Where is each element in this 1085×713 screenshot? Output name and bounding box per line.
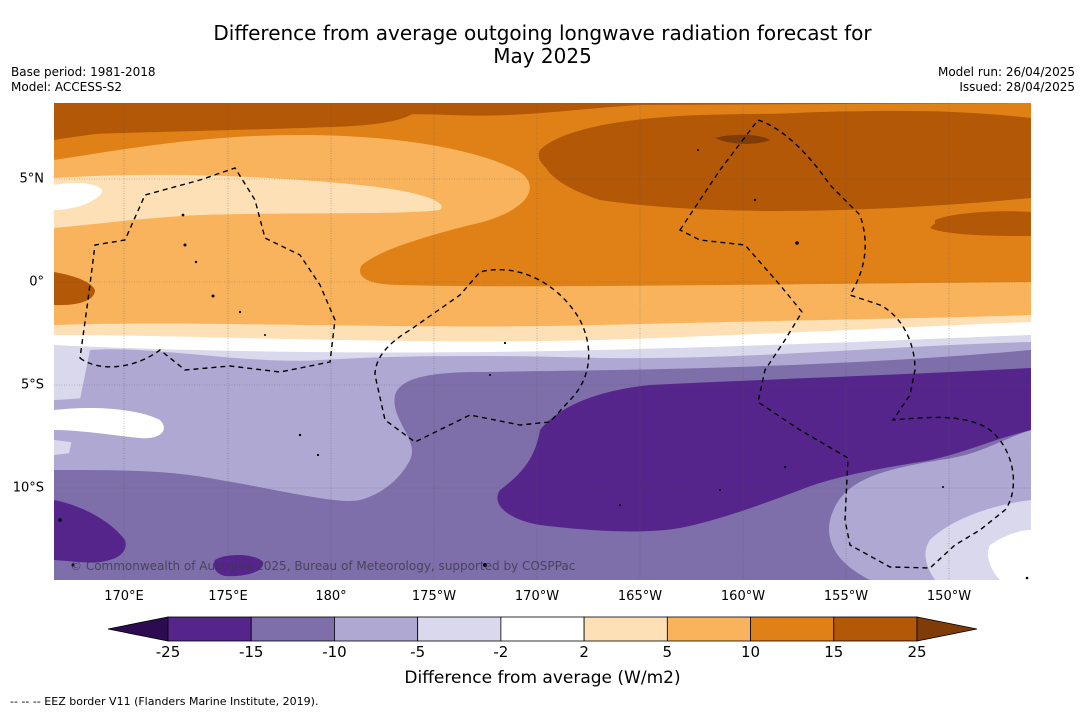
lon-label: 155°W bbox=[823, 589, 869, 604]
lon-label: 150°W bbox=[926, 589, 972, 604]
islands bbox=[58, 149, 1029, 580]
lat-label: 5°S bbox=[20, 377, 44, 393]
base-period: Base period: 1981-2018 bbox=[11, 65, 156, 79]
colorbar-tick-label: 10 bbox=[741, 643, 761, 661]
colorbar-extend-high bbox=[916, 616, 978, 642]
colorbar-segment bbox=[750, 616, 835, 642]
lon-label: 160°W bbox=[720, 589, 766, 604]
colorbar-segment bbox=[666, 616, 751, 642]
colorbar-segment bbox=[250, 616, 335, 642]
lon-label: 180° bbox=[315, 589, 347, 604]
eez-footnote: -- -- -- EEZ border V11 (Flanders Marine… bbox=[10, 695, 319, 708]
blob-dark-orange-top bbox=[54, 103, 420, 135]
colorbar-segment bbox=[417, 616, 502, 642]
blob-dark-purple-s bbox=[213, 554, 264, 577]
colorbar-tick-label: 5 bbox=[662, 643, 673, 661]
colorbar-tick-label: 25 bbox=[907, 643, 927, 661]
band-mid-purple-2 bbox=[236, 500, 434, 580]
issued-date: Issued: 28/04/2025 bbox=[959, 80, 1075, 94]
band-white-se bbox=[988, 530, 1031, 580]
colorbar-segment bbox=[167, 616, 252, 642]
band-dark-purple bbox=[497, 368, 1031, 532]
lon-label: 165°W bbox=[617, 589, 663, 604]
blob-dark-orange-e bbox=[935, 211, 1031, 236]
colorbar bbox=[107, 616, 978, 642]
colorbar-tick-label: -25 bbox=[155, 643, 181, 661]
colorbar-extend-low bbox=[107, 616, 169, 642]
colorbar-tick-label: -2 bbox=[493, 643, 509, 661]
colorbar-tick-label: -15 bbox=[238, 643, 264, 661]
lat-label: 5°N bbox=[19, 171, 45, 187]
model-run: Model run: 26/04/2025 bbox=[937, 65, 1075, 79]
lon-label: 170°E bbox=[104, 589, 144, 604]
colorbar-segment bbox=[833, 616, 918, 642]
forecast-field bbox=[54, 103, 1031, 580]
map-title-line1: Difference from average outgoing longwav… bbox=[213, 21, 872, 45]
copyright-notice: © Commonwealth of Australia 2025, Bureau… bbox=[70, 559, 576, 573]
colorbar-segment bbox=[583, 616, 668, 642]
colorbar-segment bbox=[500, 616, 585, 642]
colorbar-segment bbox=[334, 616, 419, 642]
colorbar-tick-label: 15 bbox=[824, 643, 844, 661]
lat-label: 10°S bbox=[12, 480, 44, 496]
lon-label: 175°E bbox=[208, 589, 248, 604]
meta-left: Base period: 1981-2018 Model: ACCESS-S2 bbox=[11, 65, 156, 95]
blob-dark-purple-sw bbox=[54, 500, 126, 563]
blob-dark-orange-w bbox=[54, 272, 95, 306]
lon-label: 175°W bbox=[411, 589, 457, 604]
lon-label: 170°W bbox=[514, 589, 560, 604]
meta-right: Model run: 26/04/2025 Issued: 28/04/2025 bbox=[938, 65, 1075, 95]
blob-dark-orange-ne bbox=[538, 113, 1031, 204]
eez-borders bbox=[79, 119, 1015, 569]
colorbar-title: Difference from average (W/m2) bbox=[404, 668, 681, 688]
map-title-line2: May 2025 bbox=[493, 44, 592, 68]
colorbar-tick-label: -10 bbox=[322, 643, 347, 661]
colorbar-tick-label: -5 bbox=[410, 643, 426, 661]
band-white-w bbox=[54, 408, 164, 439]
colorbar-tick-label: 2 bbox=[579, 643, 589, 661]
model-name: Model: ACCESS-S2 bbox=[11, 80, 123, 94]
lat-label: 0° bbox=[29, 274, 44, 290]
